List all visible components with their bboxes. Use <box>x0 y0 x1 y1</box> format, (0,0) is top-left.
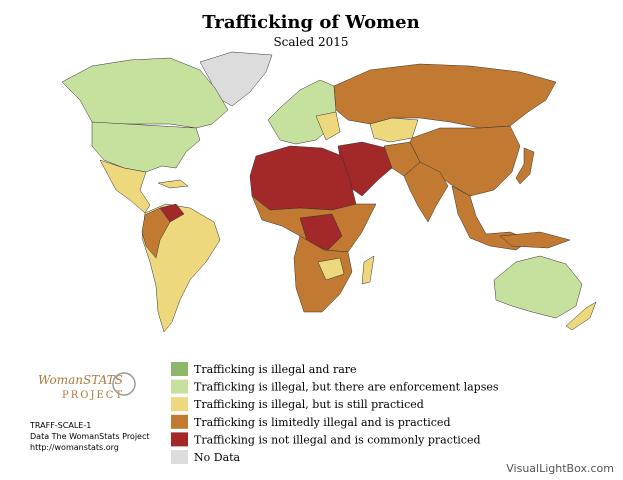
legend-label: No Data <box>194 451 241 464</box>
legend-swatch <box>171 362 188 376</box>
world-map <box>61 51 597 333</box>
caribbean <box>157 179 189 189</box>
usa <box>91 121 201 173</box>
legend-swatch <box>171 414 188 429</box>
map-title: Trafficking of Women <box>202 12 419 33</box>
north-africa <box>249 145 357 211</box>
legend-label: Trafficking is limitedly illegal and is … <box>194 416 451 429</box>
canada <box>61 57 229 129</box>
japan <box>515 147 535 185</box>
southern-africa <box>293 235 353 313</box>
footer-code: TRAFF-SCALE-1 <box>29 421 91 430</box>
legend-label: Trafficking is not illegal and is common… <box>194 433 481 446</box>
footer-url: http://womanstats.org <box>30 443 119 452</box>
logo-top: WomanSTATS <box>38 373 123 387</box>
mexico <box>99 159 151 214</box>
legend-swatch <box>171 397 188 412</box>
legend: Trafficking is illegal and rare Trafficki… <box>171 362 499 464</box>
russia <box>333 63 557 129</box>
indonesia <box>499 231 571 249</box>
logo-bottom: PROJECT <box>62 390 124 401</box>
map-subtitle: Scaled 2015 <box>273 35 348 49</box>
legend-swatch <box>171 450 188 464</box>
eastern-europe <box>315 111 341 141</box>
watermark: VisualLightBox.com <box>506 462 614 475</box>
logo-icon <box>112 372 136 396</box>
legend-label: Trafficking is illegal and rare <box>194 363 357 376</box>
legend-label: Trafficking is illegal, but there are en… <box>194 381 499 394</box>
india <box>403 161 449 223</box>
legend-swatch <box>171 379 188 394</box>
new-zealand <box>565 301 597 331</box>
legend-swatch <box>171 432 188 447</box>
legend-label: Trafficking is illegal, but is still pra… <box>194 398 424 411</box>
madagascar <box>361 255 375 285</box>
australia <box>493 255 583 319</box>
logo: WomanSTATS PROJECT <box>38 372 136 401</box>
colombia-peru <box>141 207 171 259</box>
footer-source: Data The WomanStats Project <box>30 432 150 441</box>
zambia <box>317 257 345 281</box>
